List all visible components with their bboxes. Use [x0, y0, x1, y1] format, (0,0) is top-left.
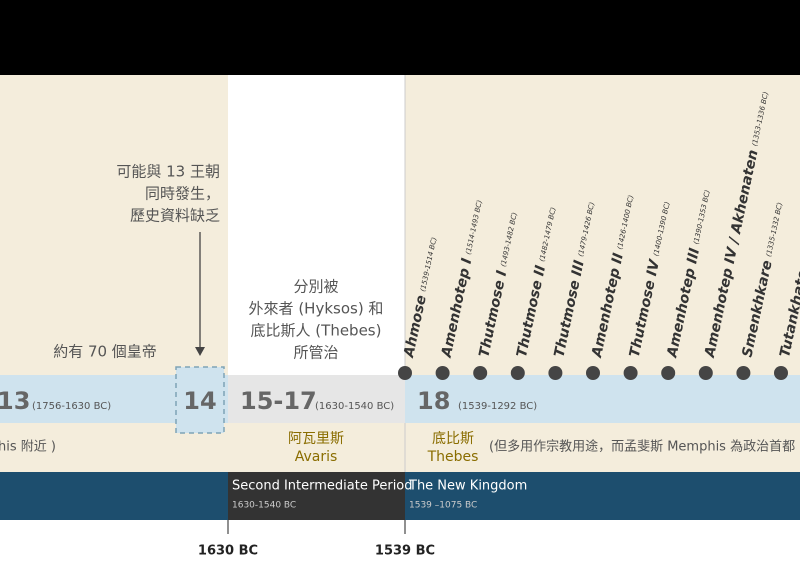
capital-zh: 底比斯	[432, 431, 474, 447]
dynasty-years: (1539-1292 BC)	[458, 401, 537, 412]
pharaoh-dot	[473, 366, 488, 380]
pharaoh-dot	[661, 366, 676, 380]
period-name: The New Kingdom	[408, 479, 527, 494]
capital-en: Avaris	[295, 449, 338, 465]
note: 底比斯人 (Thebes)	[251, 322, 382, 340]
dynasty-number: 13	[0, 387, 30, 415]
capital-note: his 附近 )	[0, 440, 56, 455]
pharaoh-dot	[698, 366, 713, 380]
pharaoh-dot	[548, 366, 563, 380]
note: 歷史資料缺乏	[130, 207, 220, 225]
dynasty-number: 15-17	[240, 387, 317, 415]
period-bar	[228, 472, 405, 520]
period-years: 1539 –1075 BC	[409, 501, 477, 511]
dashed-box	[175, 366, 225, 434]
pharaoh-dot	[774, 366, 788, 380]
dynasty-row	[405, 375, 800, 423]
dynasty-number: 18	[417, 387, 450, 415]
pharaoh-dot	[510, 366, 525, 380]
period-bar	[0, 472, 228, 520]
period-years: 1630-1540 BC	[232, 501, 296, 511]
pharaoh-dot	[586, 366, 600, 380]
dynasty-number: 14	[183, 387, 216, 415]
capital-zh: 阿瓦里斯	[288, 431, 344, 447]
capital-note: (但多用作宗教用途，而孟斐斯 Memphis 為政治首都	[489, 439, 795, 455]
dynasty-years: (1630-1540 BC)	[315, 401, 394, 412]
note: 可能與 13 王朝	[116, 163, 220, 181]
capital-en: Thebes	[427, 449, 479, 465]
note: 約有 70 個皇帝	[53, 343, 157, 361]
note: 分別被	[293, 278, 338, 296]
dynasty-years: (1756-1630 BC)	[32, 401, 111, 412]
pharaoh-dot	[435, 366, 450, 380]
pharaoh-dot	[623, 366, 638, 380]
note: 所管治	[293, 344, 338, 362]
dynasty-row	[228, 375, 405, 423]
arrow-head	[195, 347, 205, 356]
period-name: Second Intermediate Period	[232, 479, 413, 494]
bg-middle	[228, 75, 405, 375]
note: 外來者 (Hyksos) 和	[249, 300, 384, 318]
axis-label: 1539 BC	[375, 544, 435, 559]
pharaoh-dot	[398, 366, 412, 380]
top-band	[0, 0, 800, 75]
axis-label: 1630 BC	[198, 544, 258, 559]
pharaoh-dot	[736, 366, 751, 380]
note: 同時發生，	[145, 185, 220, 203]
period-bar	[405, 472, 800, 520]
